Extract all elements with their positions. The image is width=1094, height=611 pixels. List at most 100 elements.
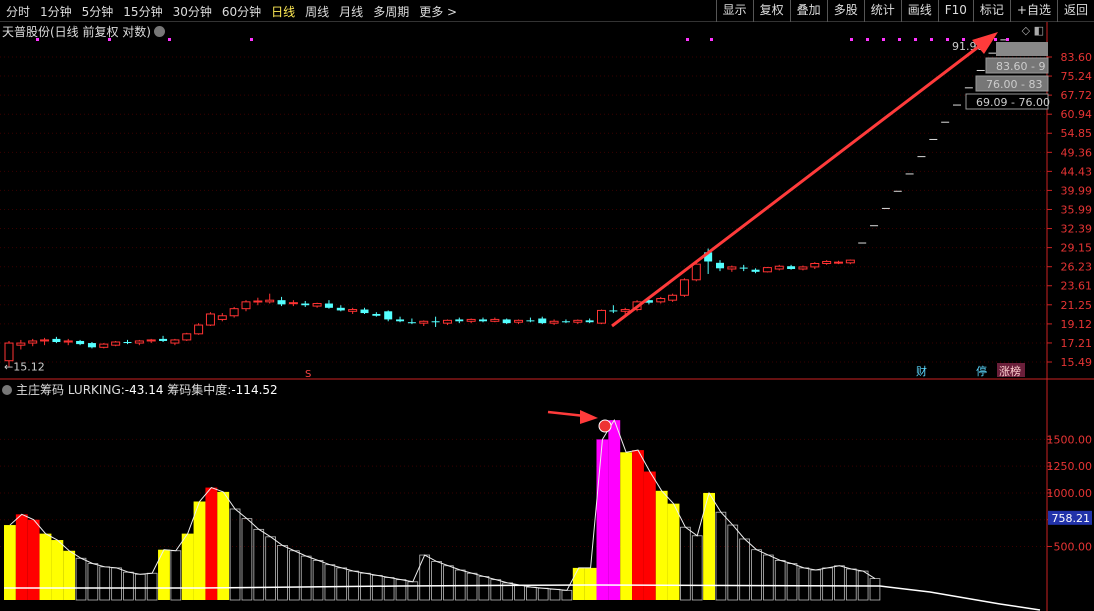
- indicator-bar: [75, 557, 87, 601]
- indicator-bar: [63, 550, 76, 600]
- candle-body-down: [455, 319, 464, 322]
- price-tick-label: 23.61: [1061, 280, 1093, 293]
- candle-body-down: [324, 303, 333, 308]
- price-tick-label: 32.39: [1061, 223, 1093, 236]
- toolbar-button[interactable]: 多股: [826, 0, 864, 22]
- indicator-bar: [786, 563, 798, 601]
- concentration-label: 筹码集中度:: [167, 383, 232, 397]
- indicator-bar: [691, 535, 703, 601]
- indicator-bar: [810, 569, 822, 601]
- chevron-down-icon[interactable]: [154, 26, 165, 37]
- candle-body-down: [407, 322, 416, 324]
- indicator-bar: [39, 533, 52, 600]
- signal-dot: [36, 38, 39, 41]
- candle-body-up: [16, 342, 26, 346]
- candle-body-up: [146, 339, 156, 342]
- candle-body-down: [431, 321, 440, 323]
- indicator-menu-icon[interactable]: [2, 385, 12, 395]
- candle-body-up: [656, 298, 666, 303]
- candle-body-down: [396, 319, 405, 322]
- period-tab[interactable]: 月线: [339, 5, 364, 19]
- period-tab[interactable]: 60分钟: [221, 5, 262, 19]
- candle-body-down: [277, 300, 286, 305]
- toolbar-button[interactable]: +自选: [1009, 0, 1057, 22]
- window-icon[interactable]: ◧: [1033, 24, 1044, 37]
- chart-title-row: 天普股份(日线 前复权 对数): [2, 23, 165, 40]
- concentration-value: -114.52: [231, 383, 278, 397]
- candle-body-up: [549, 320, 559, 324]
- candle-body-up: [288, 302, 298, 305]
- price-tick-label: 21.25: [1061, 299, 1093, 312]
- candle-body-down: [739, 267, 748, 269]
- toolbar-button[interactable]: 标记: [972, 0, 1010, 22]
- indicator-line: [9, 419, 876, 591]
- toolbar-button[interactable]: 返回: [1056, 0, 1094, 22]
- period-tab[interactable]: 分时: [6, 5, 31, 19]
- toolbar-button[interactable]: 叠加: [789, 0, 827, 22]
- toolbar-button[interactable]: 画线: [900, 0, 938, 22]
- period-tab[interactable]: 日线: [271, 5, 296, 19]
- indicator-bar: [158, 549, 170, 600]
- indicator-bar: [336, 567, 348, 601]
- indicator-bar: [312, 559, 324, 601]
- candle-body-up: [99, 343, 109, 348]
- period-tab[interactable]: 周线: [305, 5, 330, 19]
- indicator-bar: [217, 491, 230, 600]
- indicator-bar: [490, 579, 502, 601]
- candle-body-down: [538, 318, 547, 324]
- period-tab[interactable]: 更多 >: [419, 5, 458, 19]
- candle-body-up: [419, 320, 429, 324]
- candle-body-up: [170, 339, 180, 344]
- indicator-tick-label: 1000.00: [1047, 487, 1093, 500]
- suspend-marker: 停: [976, 364, 987, 378]
- candle-body-down: [609, 310, 618, 312]
- candle-body-down: [644, 300, 653, 303]
- toolbar-button[interactable]: 复权: [752, 0, 790, 22]
- price-tick-label: 60.94: [1061, 108, 1093, 121]
- period-tab[interactable]: 1分钟: [40, 5, 72, 19]
- indicator-bar: [4, 525, 16, 600]
- indicator-bar: [478, 576, 490, 601]
- indicator-tick-label: 1250.00: [1047, 460, 1093, 473]
- indicator-bar: [134, 573, 146, 601]
- signal-dot: [898, 38, 901, 41]
- diamond-icon[interactable]: ◇: [1021, 24, 1031, 37]
- candle-body-up: [265, 299, 275, 303]
- indicator-bar: [371, 574, 383, 601]
- toolbar-button[interactable]: 显示: [715, 0, 753, 22]
- indicator-bar: [549, 588, 561, 601]
- indicator-bar: [99, 566, 111, 601]
- indicator-bar: [703, 492, 715, 600]
- candle-body-down: [76, 340, 85, 345]
- candle-body-up: [466, 318, 476, 322]
- period-tab[interactable]: 15分钟: [123, 5, 163, 19]
- signal-dot: [168, 38, 171, 41]
- period-tab[interactable]: 30分钟: [172, 5, 212, 19]
- indicator-bar: [407, 581, 419, 601]
- indicator-bar: [632, 450, 644, 600]
- indicator-bar: [87, 563, 99, 601]
- callout-box: [975, 75, 1049, 92]
- indicator-bar: [727, 524, 739, 601]
- lurking-value: -43.14: [124, 383, 164, 397]
- candle-body-down: [585, 320, 594, 323]
- candle-body-up: [774, 265, 784, 270]
- indicator-bar: [584, 567, 597, 600]
- indicator-bar: [845, 568, 857, 601]
- indicator-bar: [715, 511, 727, 601]
- candle-body-up: [348, 309, 358, 312]
- indicator-bar: [170, 550, 182, 601]
- candle-body-up: [312, 303, 322, 307]
- indicator-bar: [869, 578, 881, 601]
- indicator-bar: [229, 508, 241, 601]
- period-tab[interactable]: 多周期: [373, 5, 410, 19]
- indicator-bar: [348, 570, 359, 601]
- period-tab[interactable]: 5分钟: [81, 5, 114, 19]
- toolbar-button[interactable]: 统计: [863, 0, 901, 22]
- indicator-tick-label: 500.00: [1054, 540, 1093, 553]
- toolbar-button[interactable]: F10: [937, 0, 973, 22]
- signal-arrow: [547, 410, 586, 418]
- indicator-bar: [680, 526, 691, 601]
